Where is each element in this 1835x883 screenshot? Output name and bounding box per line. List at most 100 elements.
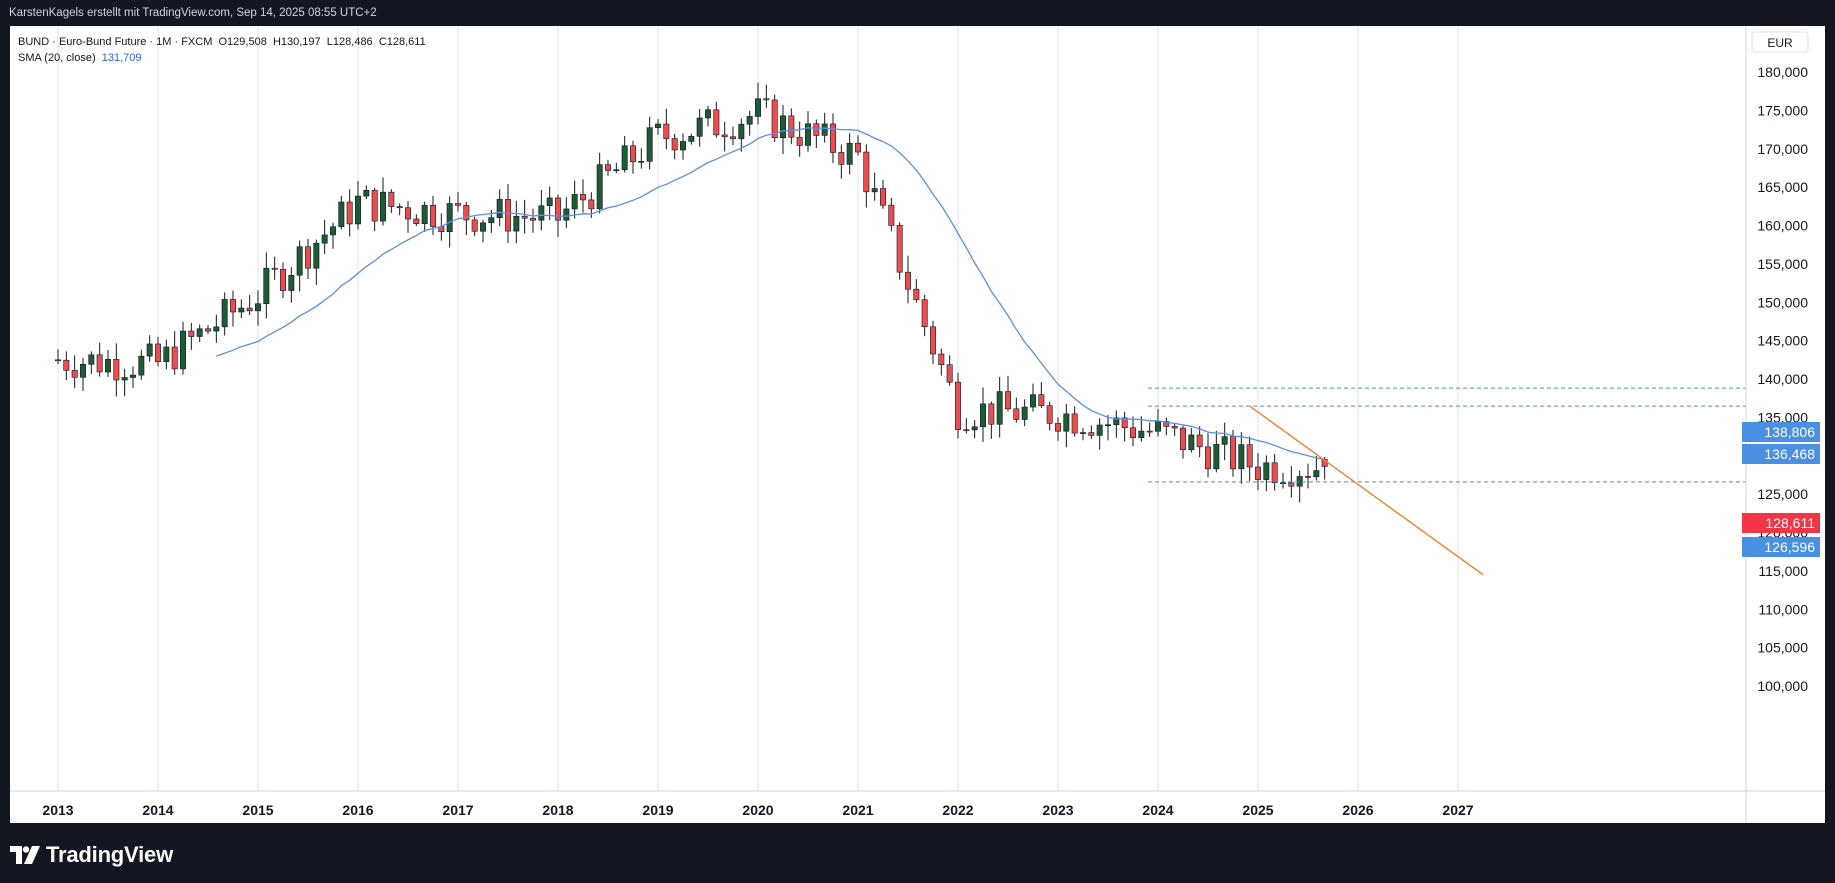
- candle: [246, 294, 253, 316]
- x-tick-label-2025: 2025: [1242, 802, 1273, 818]
- grid: [57, 26, 1459, 791]
- candle: [1230, 429, 1236, 477]
- candle: [1163, 417, 1170, 436]
- candle: [1146, 422, 1153, 437]
- candle: [705, 105, 711, 127]
- candle: [1071, 406, 1078, 437]
- candle: [105, 349, 111, 377]
- candle: [1105, 414, 1111, 441]
- candle: [363, 185, 370, 199]
- candle: [1096, 418, 1103, 450]
- candle: [980, 387, 986, 442]
- open-value: O129,508: [218, 36, 267, 48]
- candle: [130, 366, 136, 388]
- top-bar: KarstenKagels erstellt mit TradingView.c…: [0, 0, 1835, 26]
- candle: [221, 292, 228, 336]
- candle: [213, 314, 220, 343]
- candle: [1213, 430, 1220, 473]
- candle: [838, 144, 845, 179]
- candle: [421, 201, 428, 232]
- candle: [963, 418, 970, 434]
- symbol-line: BUND · Euro-Bund Future · 1M · FXCM O129…: [18, 34, 426, 50]
- candle: [713, 101, 720, 138]
- candle: [638, 148, 645, 169]
- candle: [546, 186, 553, 221]
- candle: [696, 109, 703, 147]
- candle: [1171, 423, 1178, 437]
- candle: [1046, 401, 1053, 431]
- candle: [763, 84, 770, 109]
- candle: [1246, 436, 1253, 481]
- candle: [1238, 432, 1245, 484]
- sma-value: 131,709: [101, 52, 142, 64]
- tradingview-logo-icon: [10, 846, 40, 864]
- candle: [563, 197, 570, 229]
- x-tick-label-2014: 2014: [142, 802, 173, 818]
- symbol-info: BUND · Euro-Bund Future · 1M · FXCM: [18, 36, 213, 48]
- candle: [805, 111, 811, 152]
- candle: [388, 189, 395, 213]
- candle: [405, 201, 411, 233]
- candle: [955, 372, 961, 439]
- candle: [1280, 472, 1286, 489]
- sma-line: SMA (20, close) 131,709: [18, 50, 426, 66]
- candle: [288, 267, 295, 303]
- candle: [788, 108, 795, 145]
- y-tick-label: 100,000: [1757, 678, 1808, 694]
- candle: [205, 325, 211, 335]
- candle: [480, 220, 486, 243]
- candle: [646, 116, 653, 170]
- x-tick-label-2023: 2023: [1042, 802, 1073, 818]
- overlays: [216, 127, 1746, 576]
- tradingview-logo[interactable]: TradingView: [10, 842, 173, 868]
- chart-panel[interactable]: 2013 2014 2015 2016 2017 2018 2019 2020 2021 2022…: [10, 26, 1825, 823]
- candle: [680, 133, 686, 160]
- candle: [538, 190, 545, 231]
- candle: [496, 189, 503, 227]
- candle: [863, 144, 870, 208]
- candle: [371, 187, 378, 232]
- y-tick-label: 180,000: [1757, 64, 1808, 80]
- candle: [455, 191, 461, 212]
- y-tick-label: 155,000: [1757, 256, 1808, 272]
- x-tick-label-2013: 2013: [42, 802, 73, 818]
- trendline[interactable]: [1249, 405, 1484, 576]
- y-tick-label: 160,000: [1757, 218, 1808, 234]
- candle: [1055, 417, 1061, 441]
- y-tick-label: 145,000: [1757, 333, 1808, 349]
- candle: [1221, 422, 1228, 461]
- candle: [80, 357, 86, 391]
- candle: [1088, 425, 1095, 440]
- candle: [313, 239, 320, 285]
- candle: [1313, 455, 1320, 481]
- candle: [1030, 383, 1036, 412]
- candle: [1038, 382, 1045, 409]
- y-tick-label: 150,000: [1757, 294, 1808, 310]
- candle: [1263, 455, 1270, 492]
- candle: [888, 197, 895, 232]
- candle: [1255, 453, 1261, 491]
- candle: [771, 94, 778, 143]
- price-chart[interactable]: 2013 2014 2015 2016 2017 2018 2019 2020 2021 2022…: [10, 26, 1825, 823]
- candle: [896, 222, 903, 280]
- candle: [688, 133, 695, 145]
- candle: [146, 335, 153, 362]
- y-tick-label: 125,000: [1757, 486, 1808, 502]
- candle: [330, 222, 336, 249]
- candle: [596, 152, 603, 214]
- candle: [1155, 409, 1161, 437]
- candle: [121, 368, 128, 397]
- candle: [396, 203, 403, 216]
- footer: TradingView: [0, 823, 1835, 883]
- candle: [755, 82, 761, 125]
- candle: [463, 201, 470, 236]
- sma-line: [216, 127, 1325, 461]
- currency-badge[interactable]: [1751, 31, 1809, 53]
- candle: [1130, 416, 1136, 447]
- candle: [296, 240, 303, 292]
- x-tick-label-2024: 2024: [1142, 802, 1173, 818]
- y-tick-label: 170,000: [1757, 141, 1808, 157]
- candle: [138, 349, 145, 380]
- candle: [305, 239, 311, 280]
- x-tick-label-2017: 2017: [442, 802, 473, 818]
